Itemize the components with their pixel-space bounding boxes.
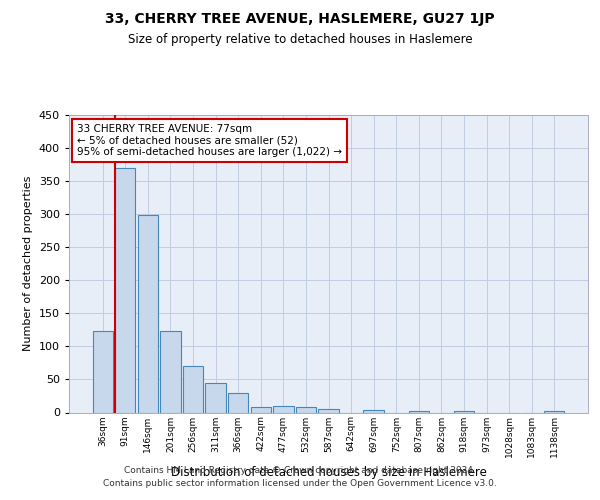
Bar <box>228 394 248 412</box>
X-axis label: Distribution of detached houses by size in Haslemere: Distribution of detached houses by size … <box>170 466 487 478</box>
Text: 33 CHERRY TREE AVENUE: 77sqm
← 5% of detached houses are smaller (52)
95% of sem: 33 CHERRY TREE AVENUE: 77sqm ← 5% of det… <box>77 124 342 157</box>
Bar <box>205 384 226 412</box>
Bar <box>92 330 113 412</box>
Text: Contains HM Land Registry data © Crown copyright and database right 2024.
Contai: Contains HM Land Registry data © Crown c… <box>103 466 497 487</box>
Bar <box>251 407 271 412</box>
Bar <box>409 410 429 412</box>
Bar <box>273 406 293 412</box>
Bar <box>319 408 338 412</box>
Bar <box>296 407 316 412</box>
Text: 33, CHERRY TREE AVENUE, HASLEMERE, GU27 1JP: 33, CHERRY TREE AVENUE, HASLEMERE, GU27 … <box>105 12 495 26</box>
Bar <box>454 410 474 412</box>
Text: Size of property relative to detached houses in Haslemere: Size of property relative to detached ho… <box>128 32 472 46</box>
Bar <box>183 366 203 412</box>
Bar <box>544 410 565 412</box>
Bar <box>160 330 181 412</box>
Bar <box>364 410 384 412</box>
Bar <box>115 168 136 412</box>
Y-axis label: Number of detached properties: Number of detached properties <box>23 176 33 352</box>
Bar <box>138 215 158 412</box>
